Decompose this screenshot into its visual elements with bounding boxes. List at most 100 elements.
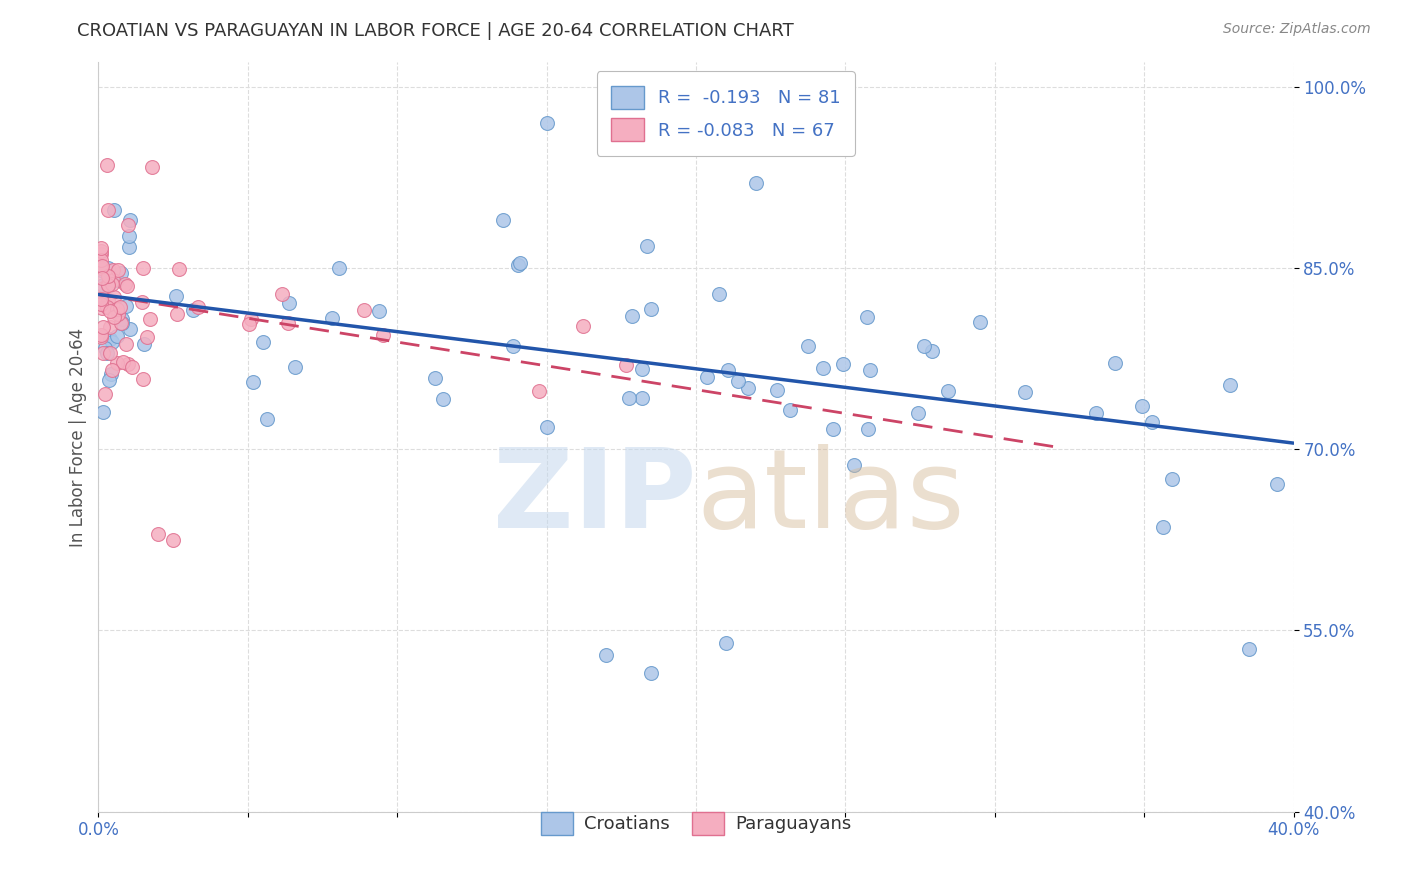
Point <box>90 253 112 268</box>
Point <box>103 310 125 324</box>
Point <box>631 392 654 406</box>
Point <box>100 367 122 381</box>
Point <box>779 402 801 417</box>
Point <box>859 363 882 377</box>
Point <box>492 213 515 227</box>
Point <box>141 160 163 174</box>
Point <box>90 241 112 255</box>
Point <box>737 381 759 395</box>
Point <box>321 311 343 326</box>
Point <box>166 288 188 302</box>
Point <box>813 360 835 375</box>
Point <box>96 300 118 314</box>
Point <box>90 263 112 277</box>
Point <box>115 299 138 313</box>
Point <box>90 261 112 276</box>
Point <box>256 412 278 426</box>
Point <box>111 354 134 368</box>
Point <box>969 315 991 329</box>
Point <box>118 213 141 227</box>
Point <box>509 256 531 270</box>
Point <box>118 229 141 244</box>
Point <box>98 320 121 334</box>
Point <box>90 244 112 258</box>
Point <box>132 260 155 275</box>
Point <box>277 316 299 330</box>
Point <box>90 282 112 296</box>
Point <box>1130 399 1153 413</box>
Point <box>278 296 301 310</box>
Point <box>100 277 122 291</box>
Point <box>107 263 129 277</box>
Point <box>856 422 879 436</box>
Point <box>97 260 120 275</box>
Point <box>907 406 929 420</box>
Point <box>1140 415 1163 429</box>
Point <box>90 247 112 261</box>
Point <box>90 292 112 306</box>
Point <box>90 327 112 342</box>
Point <box>132 372 155 386</box>
Point <box>111 311 134 326</box>
Point <box>91 278 114 293</box>
Point <box>117 218 139 232</box>
Point <box>797 339 820 353</box>
Point <box>139 312 162 326</box>
Point <box>595 648 617 662</box>
Point <box>169 262 191 277</box>
Point <box>166 307 188 321</box>
Point <box>90 330 112 344</box>
Point <box>97 277 120 291</box>
Point <box>117 357 139 371</box>
Point <box>717 363 740 377</box>
Point <box>115 336 138 351</box>
Point <box>373 327 395 342</box>
Point <box>90 292 112 306</box>
Point <box>131 294 153 309</box>
Point <box>640 665 662 680</box>
Point <box>97 203 120 218</box>
Point <box>614 359 637 373</box>
Point <box>536 116 558 130</box>
Point <box>96 158 118 172</box>
Text: ZIP: ZIP <box>492 443 696 550</box>
Point <box>508 258 530 272</box>
Point <box>252 334 274 349</box>
Point <box>823 422 845 436</box>
Y-axis label: In Labor Force | Age 20-64: In Labor Force | Age 20-64 <box>69 327 87 547</box>
Point <box>617 391 640 405</box>
Point <box>110 317 132 331</box>
Point <box>527 384 550 399</box>
Point <box>696 370 718 384</box>
Point <box>353 302 375 317</box>
Point <box>714 635 737 649</box>
Point <box>101 273 124 287</box>
Point <box>1085 406 1108 420</box>
Text: CROATIAN VS PARAGUAYAN IN LABOR FORCE | AGE 20-64 CORRELATION CHART: CROATIAN VS PARAGUAYAN IN LABOR FORCE | … <box>77 22 794 40</box>
Point <box>630 362 652 376</box>
Point <box>367 304 389 318</box>
Point <box>98 304 121 318</box>
Point <box>107 307 129 321</box>
Point <box>120 322 142 336</box>
Point <box>831 357 853 371</box>
Point <box>115 278 138 293</box>
Point <box>91 405 114 419</box>
Point <box>238 317 260 331</box>
Point <box>921 344 943 359</box>
Point <box>640 301 662 316</box>
Point <box>98 373 121 387</box>
Point <box>707 286 730 301</box>
Point <box>105 273 128 287</box>
Point <box>96 345 118 359</box>
Point <box>1219 377 1241 392</box>
Point <box>284 360 307 375</box>
Point <box>105 355 128 369</box>
Text: Source: ZipAtlas.com: Source: ZipAtlas.com <box>1223 22 1371 37</box>
Point <box>105 329 128 343</box>
Point <box>111 316 134 330</box>
Point <box>745 176 768 190</box>
Point <box>132 336 155 351</box>
Point <box>97 279 120 293</box>
Point <box>842 458 865 473</box>
